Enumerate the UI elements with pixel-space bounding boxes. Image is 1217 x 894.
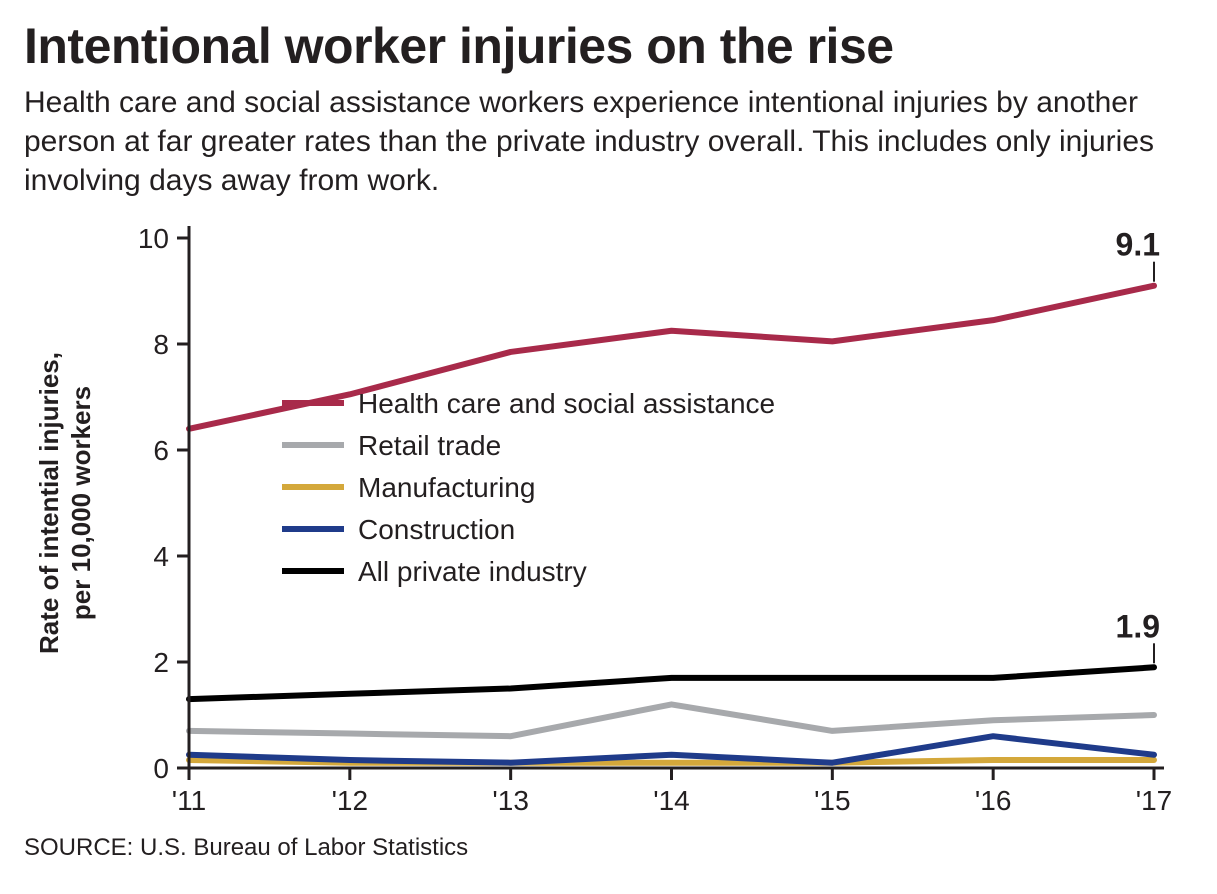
svg-text:'15: '15 [814,785,851,816]
chart-source: SOURCE: U.S. Bureau of Labor Statistics [24,834,1193,862]
svg-text:0: 0 [153,753,169,784]
svg-text:Rate of intential injuries,: Rate of intential injuries, [34,352,64,654]
svg-text:1.9: 1.9 [1116,608,1160,644]
svg-text:Manufacturing: Manufacturing [358,472,535,503]
svg-text:'16: '16 [975,785,1012,816]
svg-text:9.1: 9.1 [1116,226,1160,262]
svg-text:'11: '11 [172,785,206,816]
svg-text:'13: '13 [492,785,529,816]
svg-text:6: 6 [153,435,169,466]
svg-text:'12: '12 [332,785,369,816]
svg-text:per 10,000 workers: per 10,000 workers [66,385,96,619]
svg-text:10: 10 [138,223,169,254]
svg-text:'17: '17 [1136,785,1173,816]
chart-title: Intentional worker injuries on the rise [24,20,1193,73]
chart-subtitle: Health care and social assistance worker… [24,83,1193,200]
svg-text:2: 2 [153,647,169,678]
svg-text:8: 8 [153,329,169,360]
line-chart: 0 2 4 6 8 10 '11 '12 '13 '14 '15 '16 '17 9.1 1.9 Rate o… [24,208,1194,828]
svg-text:Construction: Construction [358,514,515,545]
svg-text:4: 4 [153,541,169,572]
svg-text:All private industry: All private industry [358,556,587,587]
svg-text:'14: '14 [653,785,690,816]
svg-text:Health care and social assista: Health care and social assistance [358,388,775,419]
svg-text:Retail trade: Retail trade [358,430,501,461]
